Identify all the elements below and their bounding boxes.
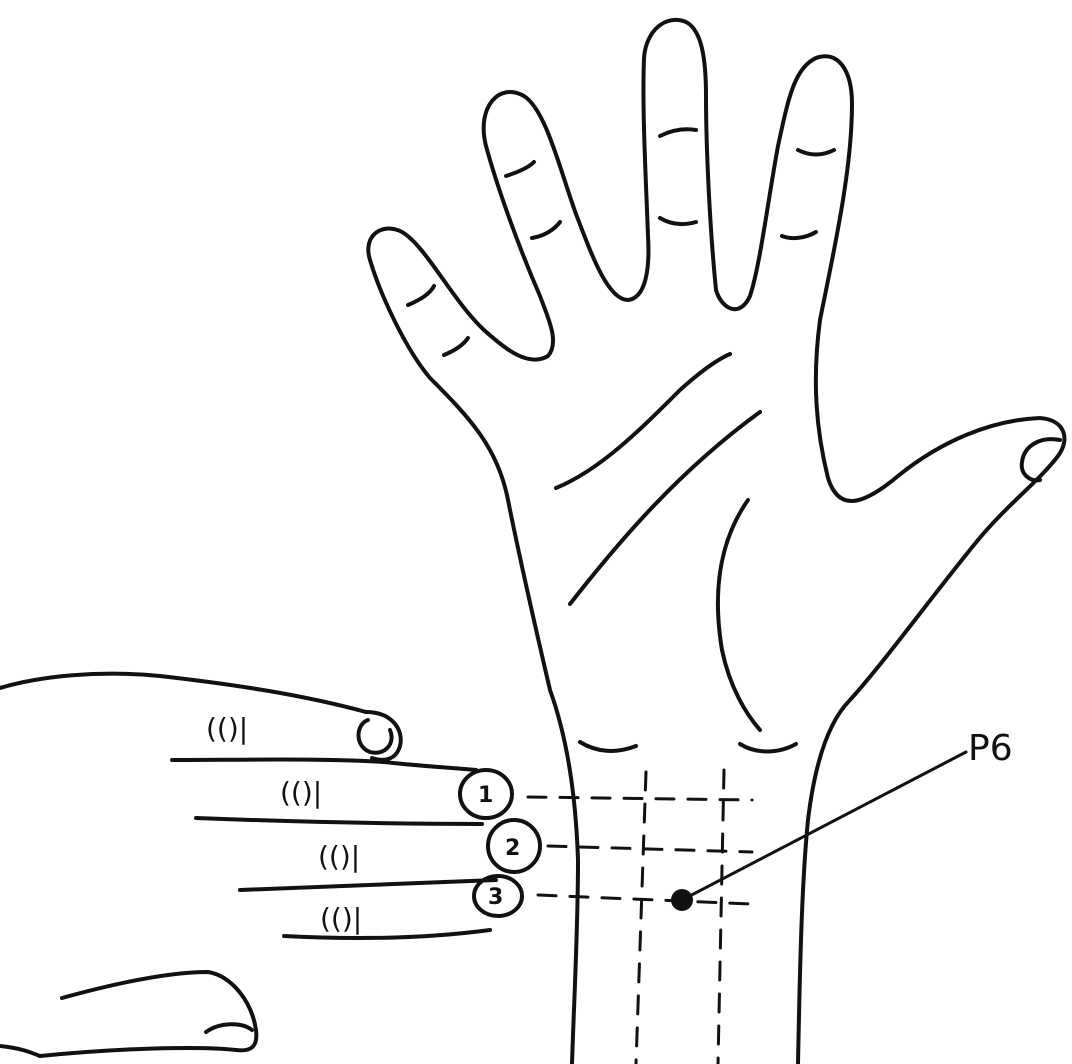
ring-crease-lower <box>658 216 698 227</box>
dash-line-2 <box>546 844 754 854</box>
dash-line-1 <box>526 795 754 802</box>
p6-point-marker: P6 <box>671 728 1013 911</box>
finger-number-3: 3 <box>488 885 503 910</box>
measurement-grid <box>526 768 754 1064</box>
palm-line-life <box>715 498 762 732</box>
fingertip-3 <box>472 874 524 918</box>
knuckle-mark-1: (()| <box>206 712 248 745</box>
finger-top-bottom <box>170 757 386 764</box>
ring-crease-upper <box>658 127 698 138</box>
dash-vertical-left <box>634 770 648 1064</box>
wrist-crease-left <box>578 740 638 753</box>
finger-1-bottom <box>194 816 484 826</box>
knuckle-mark-4: (()| <box>320 902 362 935</box>
finger-number-2: 2 <box>505 836 520 861</box>
palm-line-head <box>568 410 762 606</box>
measuring-thumb-base <box>0 1044 42 1058</box>
measuring-hand-top <box>0 671 368 714</box>
little-crease-upper <box>796 148 836 157</box>
knuckle-mark-2: (()| <box>280 776 322 809</box>
index-crease-lower <box>442 336 470 357</box>
fingertip-1 <box>458 768 514 820</box>
dash-line-3 <box>536 893 754 906</box>
dash-vertical-right <box>716 768 726 1064</box>
p6-label: P6 <box>968 728 1013 769</box>
measuring-thumb <box>38 970 259 1058</box>
measuring-hand: 1 2 3 (()| (()| (()| (()| <box>0 671 542 1058</box>
finger-top-nail <box>356 718 394 755</box>
palm-line-heart <box>554 352 732 490</box>
little-crease-lower <box>780 230 818 241</box>
middle-crease-lower <box>530 220 562 240</box>
upright-hand <box>366 18 1067 1064</box>
finger-top-outline <box>364 710 403 762</box>
index-crease-upper <box>406 284 436 307</box>
finger-1-top <box>382 760 478 772</box>
finger-3-bottom <box>282 928 492 940</box>
thumb-nail <box>1019 437 1062 483</box>
fingertip-2 <box>486 818 542 874</box>
knuckle-mark-3: (()| <box>318 840 360 873</box>
hand-outline <box>366 18 1067 1064</box>
finger-number-1: 1 <box>478 783 493 808</box>
measuring-thumb-nail <box>204 1022 254 1034</box>
p6-leader-line <box>680 750 968 902</box>
p6-point-dot <box>671 889 693 911</box>
middle-crease-upper <box>504 160 536 178</box>
finger-2-bottom <box>238 878 498 892</box>
wrist-crease-right <box>738 742 798 754</box>
